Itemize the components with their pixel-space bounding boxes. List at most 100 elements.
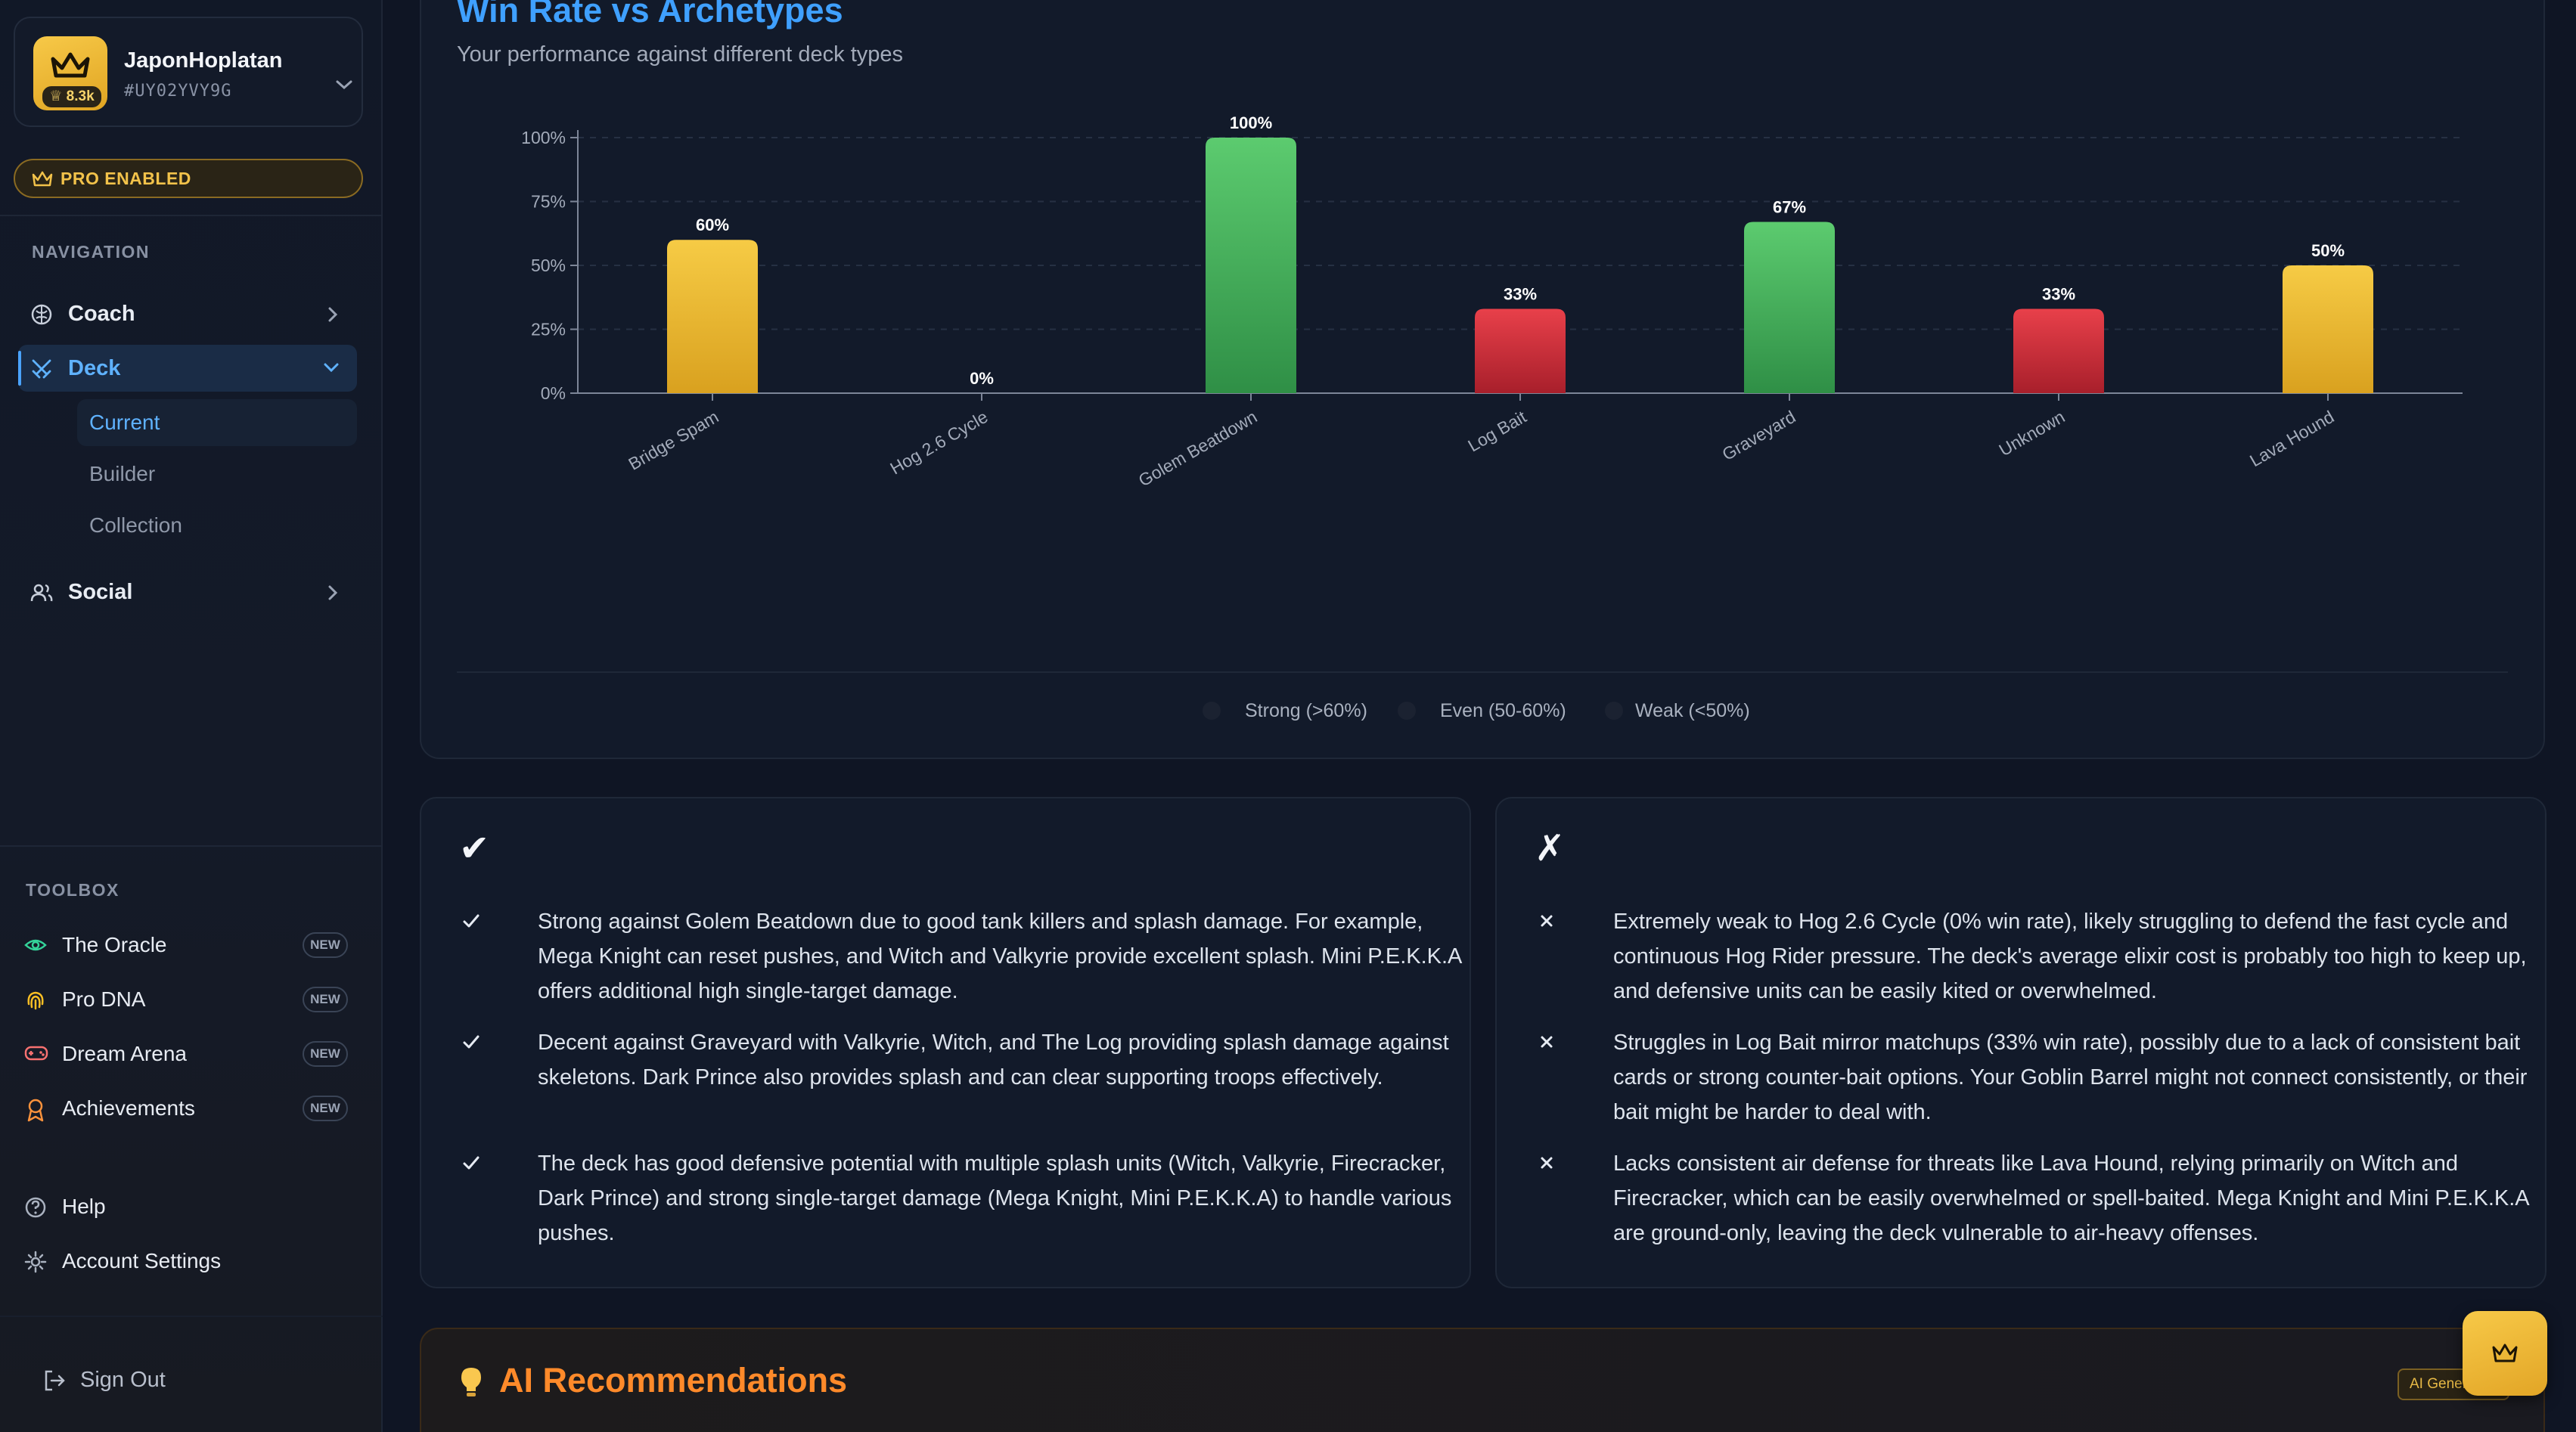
bar-value-label: 0% <box>970 369 994 388</box>
toolbox-heading: TOOLBOX <box>26 880 119 900</box>
x-icon <box>1541 1157 1553 1169</box>
chevron-right-icon <box>328 307 338 322</box>
avatar: ♕ 8.3k <box>33 36 107 110</box>
chevron-down-icon <box>324 363 339 373</box>
x-icon <box>1541 915 1553 927</box>
player-tag: #UY02YVY9G <box>124 82 232 101</box>
chevron-down-icon[interactable] <box>333 77 355 92</box>
fingerprint-icon <box>27 991 44 1010</box>
strengths-card: ✔ Strong against Golem Beatdown due to g… <box>420 797 1471 1288</box>
users-icon <box>30 584 53 602</box>
bar-lava-hound <box>2283 265 2373 393</box>
crown-icon <box>51 52 90 78</box>
x-tick-label: Graveyard <box>1719 407 1799 464</box>
weakness-text: Extremely weak to Hog 2.6 Cycle (0% win … <box>1613 910 2527 1003</box>
deck-sub-collection[interactable]: Collection <box>89 513 182 537</box>
sign-out-button[interactable]: Sign Out <box>42 1361 166 1399</box>
strength-text: The deck has good defensive potential wi… <box>538 1151 1452 1245</box>
weakness-text: Lacks consistent air defense for threats… <box>1613 1151 2529 1245</box>
deck-sub-builder[interactable]: Builder <box>89 462 156 485</box>
check-icon <box>463 914 480 928</box>
check-icon <box>463 1035 480 1049</box>
legend-weak-label: Weak (<50%) <box>1635 700 1750 721</box>
x-tick-label: Log Bait <box>1464 407 1530 456</box>
nav-coach-label: Coach <box>68 302 135 326</box>
new-badge: NEW <box>303 987 348 1012</box>
sign-out-label: Sign Out <box>80 1368 166 1392</box>
sidebar: ♕ 8.3k JaponHoplatan #UY02YVY9G PRO ENAB… <box>0 0 383 1432</box>
x-icon <box>1541 1036 1553 1048</box>
help-circle-icon <box>25 1197 46 1218</box>
divider <box>0 845 383 847</box>
tool-label: Pro DNA <box>62 987 146 1011</box>
weaknesses-card: ✗ Extremely weak to Hog 2.6 Cycle (0% wi… <box>1495 797 2547 1288</box>
x-tick-label: Lava Hound <box>2246 407 2337 471</box>
bar-graveyard <box>1744 222 1835 393</box>
legend-strong-label: Strong (>60%) <box>1245 700 1367 721</box>
ai-recommendations-card <box>420 1328 2545 1432</box>
crown-fab-button[interactable] <box>2463 1311 2547 1396</box>
nav-social-label: Social <box>68 580 133 604</box>
help-label: Help <box>62 1195 106 1218</box>
legend-swatch <box>1203 702 1221 720</box>
bar-value-label: 33% <box>2042 284 2075 303</box>
profile-card[interactable]: ♕ 8.3k JaponHoplatan #UY02YVY9G <box>14 17 363 127</box>
crown-icon <box>2492 1344 2518 1362</box>
nav-deck-label: Deck <box>68 356 121 380</box>
pro-label: PRO ENABLED <box>61 169 191 188</box>
weakness-text: Struggles in Log Bait mirror matchups (3… <box>1613 1031 2528 1124</box>
crown-icon <box>32 171 53 187</box>
nav-deck[interactable]: Deck <box>18 345 357 392</box>
trophy-count: 8.3k <box>66 88 95 104</box>
nav-social[interactable]: Social <box>18 569 357 615</box>
legend-swatch <box>1605 702 1623 720</box>
nav-coach[interactable]: Coach <box>18 290 357 337</box>
bar-log-bait <box>1475 308 1566 393</box>
ai-recommendations-title: AI Recommendations <box>499 1361 848 1399</box>
bar-value-label: 100% <box>1230 113 1272 132</box>
award-icon <box>27 1099 44 1122</box>
gear-icon <box>24 1251 47 1273</box>
strength-text: Decent against Graveyard with Valkyrie, … <box>538 1031 1449 1089</box>
weaknesses-heading: ✗ <box>1535 829 1566 869</box>
tool-the-oracle[interactable]: The Oracle NEW <box>18 922 357 968</box>
bar-value-label: 50% <box>2311 241 2345 260</box>
pro-enabled-badge: PRO ENABLED <box>14 159 363 198</box>
tool-label: The Oracle <box>62 933 167 956</box>
swords-icon <box>32 359 51 379</box>
log-out-icon <box>45 1370 65 1391</box>
chart-subtitle: Your performance against different deck … <box>457 42 904 67</box>
y-tick-label: 75% <box>531 192 566 212</box>
chevron-right-icon <box>328 585 338 600</box>
bar-value-label: 33% <box>1504 284 1537 303</box>
legend-swatch <box>1398 702 1416 720</box>
tool-label: Dream Arena <box>62 1042 187 1065</box>
y-tick-label: 100% <box>521 128 566 147</box>
navigation-heading: NAVIGATION <box>32 242 150 262</box>
new-badge: NEW <box>303 932 348 958</box>
deck-sub-current[interactable]: Current <box>77 399 357 446</box>
tool-dream-arena[interactable]: Dream Arena NEW <box>18 1031 357 1077</box>
account-settings-link[interactable]: Account Settings <box>18 1238 357 1284</box>
tool-pro-dna[interactable]: Pro DNA NEW <box>18 977 357 1022</box>
help-link[interactable]: Help <box>18 1184 357 1229</box>
bar-unknown <box>2013 308 2104 393</box>
bar-golem-beatdown <box>1206 138 1296 393</box>
eye-icon <box>24 939 47 951</box>
x-tick-label: Hog 2.6 Cycle <box>886 407 991 479</box>
lightbulb-icon <box>461 1368 481 1396</box>
new-badge: NEW <box>303 1096 348 1121</box>
brain-icon <box>31 304 52 325</box>
bar-bridge-spam <box>667 240 758 393</box>
tool-achievements[interactable]: Achievements NEW <box>18 1086 357 1131</box>
y-tick-label: 25% <box>531 320 566 339</box>
win-rate-bar-chart: 0% 25% 50% 75% 100% 60% Bridge Spam 0% Hog 2.6 C… <box>521 113 2463 491</box>
new-badge: NEW <box>303 1041 348 1067</box>
gamepad-icon <box>24 1046 48 1061</box>
divider <box>0 1316 383 1317</box>
trophy-badge: ♕ 8.3k <box>42 86 101 107</box>
divider <box>457 671 2508 673</box>
player-name: JaponHoplatan <box>124 48 283 73</box>
chart-title: Win Rate vs Archetypes <box>457 0 843 29</box>
legend-even-label: Even (50-60%) <box>1440 700 1566 721</box>
